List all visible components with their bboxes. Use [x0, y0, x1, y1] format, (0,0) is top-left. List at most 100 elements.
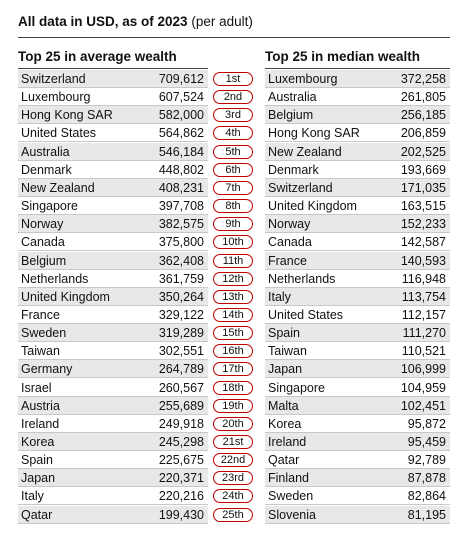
country: Norway	[268, 217, 311, 232]
country: Ireland	[21, 416, 60, 431]
wealth-value: 709,612	[158, 72, 204, 86]
wealth-value: 582,000	[158, 108, 204, 123]
table-row: Belgium 362,408	[18, 251, 208, 270]
rank-badge: 12th	[213, 271, 253, 286]
country: Singapore	[21, 199, 78, 214]
wealth-value: 140,593	[400, 253, 446, 268]
country: United Kingdom	[21, 289, 110, 304]
wealth-value: 81,195	[407, 507, 446, 522]
country: Qatar	[268, 453, 300, 468]
rank-badge: 8th	[213, 199, 253, 214]
rank-badge: 20th	[213, 416, 253, 431]
table-row: Luxembourg 372,258	[265, 70, 450, 88]
rank-badge: 15th	[213, 326, 253, 341]
table-row: Canada 375,800	[18, 233, 208, 252]
rank-badge: 3rd	[213, 108, 253, 123]
wealth-value: 361,759	[158, 271, 204, 286]
wealth-value: 256,185	[400, 108, 446, 123]
wealth-value: 319,289	[158, 326, 204, 341]
wealth-value: 260,567	[158, 380, 204, 395]
country: Ireland	[268, 435, 307, 449]
country: Australia	[268, 90, 317, 105]
table-row: Australia 546,184	[18, 142, 208, 161]
wealth-value: 163,515	[400, 199, 446, 214]
rank-badge: 6th	[213, 162, 253, 177]
country: Belgium	[21, 253, 67, 268]
wealth-value: 104,959	[400, 380, 446, 395]
rank-badge: 21st	[213, 435, 253, 449]
wealth-value: 264,789	[158, 362, 204, 377]
table-row: Ireland 95,459	[265, 433, 450, 451]
table-row: Finland 87,878	[265, 469, 450, 488]
table-row: Australia 261,805	[265, 88, 450, 107]
country: Sweden	[21, 326, 67, 341]
divider	[18, 68, 208, 69]
wealth-value: 350,264	[158, 289, 204, 304]
country: Spain	[268, 326, 300, 341]
wealth-value: 202,525	[400, 144, 446, 159]
wealth-value: 382,575	[158, 217, 204, 232]
country: Netherlands	[268, 271, 336, 286]
table-row: New Zealand 408,231	[18, 178, 208, 197]
country: Taiwan	[268, 344, 307, 359]
country: Denmark	[21, 162, 72, 177]
wealth-value: 245,298	[158, 435, 204, 449]
wealth-value: 607,524	[158, 90, 204, 105]
rank-badge: 5th	[213, 144, 253, 159]
country: New Zealand	[268, 144, 342, 159]
wealth-value: 171,035	[400, 180, 446, 195]
wealth-value: 112,157	[401, 307, 446, 322]
rank-badge: 10th	[213, 235, 253, 250]
country: Denmark	[268, 162, 319, 177]
table-title: Top 25 in average wealth	[18, 49, 177, 64]
table-row: Hong Kong SAR 206,859	[265, 124, 450, 143]
table-row: New Zealand 202,525	[265, 142, 450, 161]
table-row: Korea 95,872	[265, 415, 450, 433]
wealth-value: 249,918	[158, 416, 204, 431]
wealth-value: 372,258	[400, 72, 446, 86]
wealth-value: 92,789	[407, 453, 446, 468]
wealth-value: 225,675	[158, 453, 204, 468]
table-row: Taiwan 110,521	[265, 342, 450, 361]
wealth-value: 199,430	[158, 507, 204, 522]
country: United Kingdom	[268, 199, 357, 214]
country: Japan	[21, 471, 56, 486]
wealth-value: 111,270	[402, 326, 446, 341]
country: Italy	[268, 289, 291, 304]
table-row: Germany 264,789	[18, 360, 208, 379]
table-row: Japan 220,371	[18, 469, 208, 488]
table-row: Spain 111,270	[265, 324, 450, 343]
table-row: Qatar 92,789	[265, 451, 450, 470]
country: United States	[268, 307, 344, 322]
wealth-value: 397,708	[158, 199, 204, 214]
table-row: Italy 113,754	[265, 287, 450, 306]
table-row: Sweden 319,289	[18, 324, 208, 343]
table-row: Singapore 397,708	[18, 197, 208, 216]
divider	[18, 37, 450, 38]
rank-badge: 18th	[213, 380, 253, 395]
country: Switzerland	[21, 72, 86, 86]
wealth-value: 329,122	[158, 307, 204, 322]
table-row: Switzerland 709,612	[18, 70, 208, 88]
table-row: Italy 220,216	[18, 487, 208, 506]
country: Canada	[21, 235, 65, 250]
country: Hong Kong SAR	[268, 126, 360, 141]
table-row: Singapore 104,959	[265, 379, 450, 397]
table-row: United Kingdom 163,515	[265, 197, 450, 216]
rank-badge: 25th	[213, 507, 253, 522]
country: Luxembourg	[268, 72, 338, 86]
table-title: Top 25 in median wealth	[265, 49, 421, 64]
rank-badge: 17th	[213, 362, 253, 377]
country: Korea	[268, 416, 302, 431]
rank-badge: 4th	[213, 126, 253, 141]
rank-badge: 11th	[213, 253, 253, 268]
wealth-value: 82,864	[407, 489, 446, 504]
rank-badge: 19th	[213, 398, 253, 413]
rank-badge: 2nd	[213, 90, 253, 105]
table-row: Spain 225,675	[18, 451, 208, 470]
wealth-value: 261,805	[400, 90, 446, 105]
country: Sweden	[268, 489, 314, 504]
table-row: Denmark 448,802	[18, 161, 208, 179]
rank-badge: 1st	[213, 72, 253, 86]
